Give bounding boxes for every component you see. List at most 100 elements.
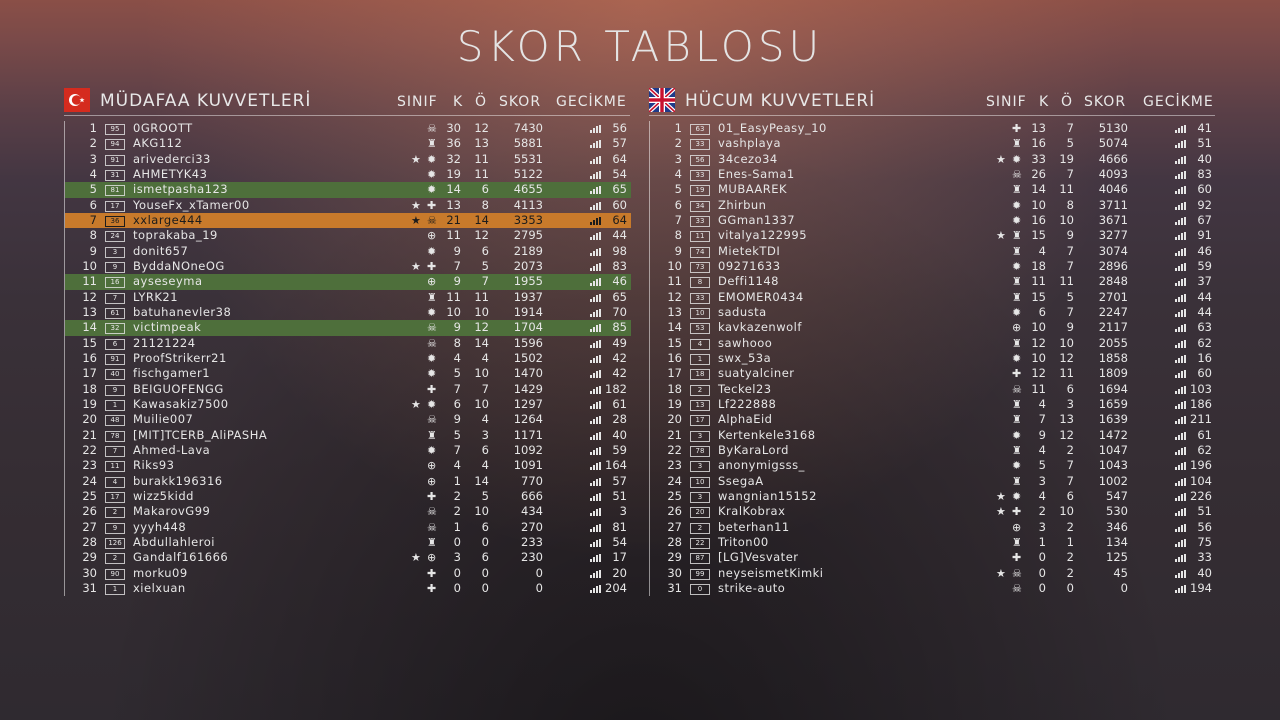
player-row[interactable]: 27 9 yyyh448 ☠ 1 6 270 81: [65, 520, 631, 535]
player-row[interactable]: 10 9 ByddaNOneOG ★ ✚ 7 5 2073 83: [65, 259, 631, 274]
player-row[interactable]: 18 9 BEIGUOFENGG ✚ 7 7 1429 182: [65, 382, 631, 397]
deaths-value: 7: [1066, 258, 1074, 273]
player-row[interactable]: 14 53 kavkazenwolf ⊕ 10 9 2117 63: [650, 320, 1216, 335]
class-icon: ♜: [1012, 244, 1022, 258]
deaths-value: 14: [474, 212, 489, 227]
player-row[interactable]: 19 1 Kawasakiz7500 ★ ✹ 6 10 1297 61: [65, 397, 631, 412]
ping-value: 59: [1197, 258, 1212, 273]
player-row[interactable]: 26 20 KralKobrax ★ ✚ 2 10 530 51: [650, 504, 1216, 519]
score-column-header[interactable]: SKOR: [1084, 94, 1127, 110]
player-row[interactable]: 21 3 Kertenkele3168 ✹ 9 12 1472 61: [650, 428, 1216, 443]
player-row[interactable]: 5 19 MUBAAREK ♜ 14 11 4046 60: [650, 182, 1216, 197]
class-icon: ♜: [427, 290, 437, 304]
ping-value: 83: [612, 258, 627, 273]
player-row[interactable]: 4 31 AHMETYK43 ✹ 19 11 5122 54: [65, 167, 631, 182]
player-row[interactable]: 10 73 09271633 ✹ 18 7 2896 59: [650, 259, 1216, 274]
kills-column-header[interactable]: K: [453, 94, 464, 110]
score-column-header[interactable]: SKOR: [499, 94, 542, 110]
player-row[interactable]: 28 126 Abdullahleroi ♜ 0 0 233 54: [65, 535, 631, 550]
player-row[interactable]: 19 13 Lf222888 ♜ 4 3 1659 186: [650, 397, 1216, 412]
player-row[interactable]: 20 48 Muilie007 ☠ 9 4 1264 28: [65, 412, 631, 427]
ping-column-header[interactable]: GECİKME: [1143, 94, 1214, 110]
signal-icon: [1175, 125, 1187, 133]
player-row[interactable]: 3 56 34cezo34 ★ ✹ 33 19 4666 40: [650, 152, 1216, 167]
player-row[interactable]: 12 7 LYRK21 ♜ 11 11 1937 65: [65, 290, 631, 305]
player-row[interactable]: 31 1 xielxuan ✚ 0 0 0 204: [65, 581, 631, 596]
player-row[interactable]: 25 3 wangnian15152 ★ ✹ 4 6 547 226: [650, 489, 1216, 504]
player-row[interactable]: 21 78 [MIT]TCERB_AliPASHA ♜ 5 3 1171 40: [65, 428, 631, 443]
player-row[interactable]: 30 99 neyseismetKimki ★ ☠ 0 2 45 40: [650, 566, 1216, 581]
ping-column-header[interactable]: GECİKME: [556, 94, 627, 110]
player-row[interactable]: 15 4 sawhooo ♜ 12 10 2055 62: [650, 336, 1216, 351]
player-row[interactable]: 28 22 Triton00 ♜ 1 1 134 75: [650, 535, 1216, 550]
player-row[interactable]: 2 33 vashplaya ♜ 16 5 5074 51: [650, 136, 1216, 151]
player-row[interactable]: 22 7 Ahmed-Lava ✹ 7 6 1092 59: [65, 443, 631, 458]
player-row[interactable]: 22 78 ByKaraLord ♜ 4 2 1047 62: [650, 443, 1216, 458]
rank-number: 7: [674, 212, 682, 227]
team-name: HÜCUM KUVVETLERİ: [685, 91, 876, 111]
kills-value: 12: [1031, 335, 1046, 350]
player-row[interactable]: 17 18 suatyalciner ✚ 12 11 1809 60: [650, 366, 1216, 381]
player-row[interactable]: 20 17 AlphaEid ♜ 7 13 1639 211: [650, 412, 1216, 427]
rank-number: 15: [82, 335, 97, 350]
class-column-header[interactable]: SINIF: [397, 94, 438, 110]
player-row[interactable]: 9 3 donit657 ✹ 9 6 2189 98: [65, 244, 631, 259]
player-row[interactable]: 27 2 beterhan11 ⊕ 3 2 346 56: [650, 520, 1216, 535]
player-row[interactable]: 31 0 strike-auto ☠ 0 0 0 194: [650, 581, 1216, 596]
player-row[interactable]: 3 91 arivederci33 ★ ✹ 32 11 5531 64: [65, 152, 631, 167]
deaths-value: 6: [481, 519, 489, 534]
deaths-column-header[interactable]: Ö: [1061, 94, 1074, 110]
player-row[interactable]: 7 33 GGman1337 ✹ 16 10 3671 67: [650, 213, 1216, 228]
player-row[interactable]: 24 4 burakk196316 ⊕ 1 14 770 57: [65, 474, 631, 489]
player-row[interactable]: 16 91 ProofStrikerr21 ✹ 4 4 1502 42: [65, 351, 631, 366]
player-row[interactable]: 9 74 MietekTDI ♜ 4 7 3074 46: [650, 244, 1216, 259]
player-row[interactable]: 23 3 anonymigsss_ ✹ 5 7 1043 196: [650, 458, 1216, 473]
player-row[interactable]: 29 87 [LG]Vesvater ✚ 0 2 125 33: [650, 550, 1216, 565]
player-row[interactable]: 4 33 Enes-Sama1 ☠ 26 7 4093 83: [650, 167, 1216, 182]
score-value: 1429: [513, 381, 543, 396]
player-row[interactable]: 24 10 SsegaA ♜ 3 7 1002 104: [650, 474, 1216, 489]
score-value: 3711: [1098, 197, 1128, 212]
ping-value: 65: [612, 182, 627, 197]
class-icon: ♜: [1012, 443, 1022, 457]
deaths-value: 11: [1059, 366, 1074, 381]
player-row[interactable]: 5 81 ismetpasha123 ✹ 14 6 4655 65: [65, 182, 631, 198]
rank-badge: 8: [690, 277, 710, 289]
player-row[interactable]: 1 63 01_EasyPeasy_10 ✚ 13 7 5130 41: [650, 121, 1216, 136]
player-row[interactable]: 6 34 Zhirbun ✹ 10 8 3711 92: [650, 198, 1216, 213]
player-row[interactable]: 12 33 EMOMER0434 ♜ 15 5 2701 44: [650, 290, 1216, 305]
team-header: MÜDAFAA KUVVETLERİ SINIF K Ö SKOR GECİKM…: [64, 88, 630, 116]
kills-value: 5: [453, 366, 461, 381]
class-column-header[interactable]: SINIF: [986, 94, 1027, 110]
rank-number: 13: [82, 304, 97, 319]
player-row[interactable]: 14 32 victimpeak ☠ 9 12 1704 85: [65, 320, 631, 336]
player-row[interactable]: 13 61 batuhanevler38 ✹ 10 10 1914 70: [65, 305, 631, 320]
player-row[interactable]: 30 90 morku09 ✚ 0 0 0 20: [65, 566, 631, 581]
player-row[interactable]: 11 16 ayseseyma ⊕ 9 7 1955 46: [65, 274, 631, 290]
player-row[interactable]: 13 10 sadusta ✹ 6 7 2247 44: [650, 305, 1216, 320]
kills-value: 10: [1031, 320, 1046, 335]
class-icon: ☠: [1012, 167, 1022, 181]
class-icon: ⊕: [427, 551, 437, 565]
deaths-column-header[interactable]: Ö: [475, 94, 488, 110]
player-row[interactable]: 16 1 swx_53a ✹ 10 12 1858 16: [650, 351, 1216, 366]
player-row[interactable]: 2 94 AKG112 ♜ 36 13 5881 57: [65, 136, 631, 151]
player-name: xielxuan: [133, 580, 186, 595]
class-icon: ⊕: [1012, 520, 1022, 534]
player-row[interactable]: 25 17 wizz5kidd ✚ 2 5 666 51: [65, 489, 631, 504]
rank-badge: 32: [105, 323, 125, 335]
kills-column-header[interactable]: K: [1039, 94, 1050, 110]
player-row[interactable]: 15 6 21121224 ☠ 8 14 1596 49: [65, 336, 631, 351]
player-row[interactable]: 23 11 Riks93 ⊕ 4 4 1091 164: [65, 458, 631, 473]
player-row[interactable]: 11 8 Deffi1148 ♜ 11 11 2848 37: [650, 274, 1216, 289]
player-row[interactable]: 8 24 toprakaba_19 ⊕ 11 12 2795 44: [65, 228, 631, 243]
player-row[interactable]: 26 2 MakarovG99 ☠ 2 10 434 3: [65, 504, 631, 519]
player-row[interactable]: 29 2 Gandalf161666 ★ ⊕ 3 6 230 17: [65, 550, 631, 565]
player-row[interactable]: 8 11 vitalya122995 ★ ♜ 15 9 3277 91: [650, 228, 1216, 243]
player-row[interactable]: 18 2 Teckel23 ☠ 11 6 1694 103: [650, 382, 1216, 397]
player-row[interactable]: 6 17 YouseFx_xTamer00 ★ ✚ 13 8 4113 60: [65, 198, 631, 213]
player-row[interactable]: 17 40 fischgamer1 ✹ 5 10 1470 42: [65, 366, 631, 381]
player-row[interactable]: 7 36 xxlarge444 ★ ☠ 21 14 3353 64: [65, 212, 631, 229]
player-name: 0GROOTT: [133, 121, 193, 135]
player-row[interactable]: 1 95 0GROOTT ☠ 30 12 7430 56: [65, 121, 631, 136]
